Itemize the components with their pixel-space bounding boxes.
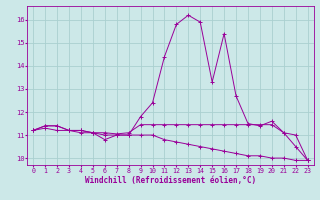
X-axis label: Windchill (Refroidissement éolien,°C): Windchill (Refroidissement éolien,°C) (85, 176, 256, 185)
